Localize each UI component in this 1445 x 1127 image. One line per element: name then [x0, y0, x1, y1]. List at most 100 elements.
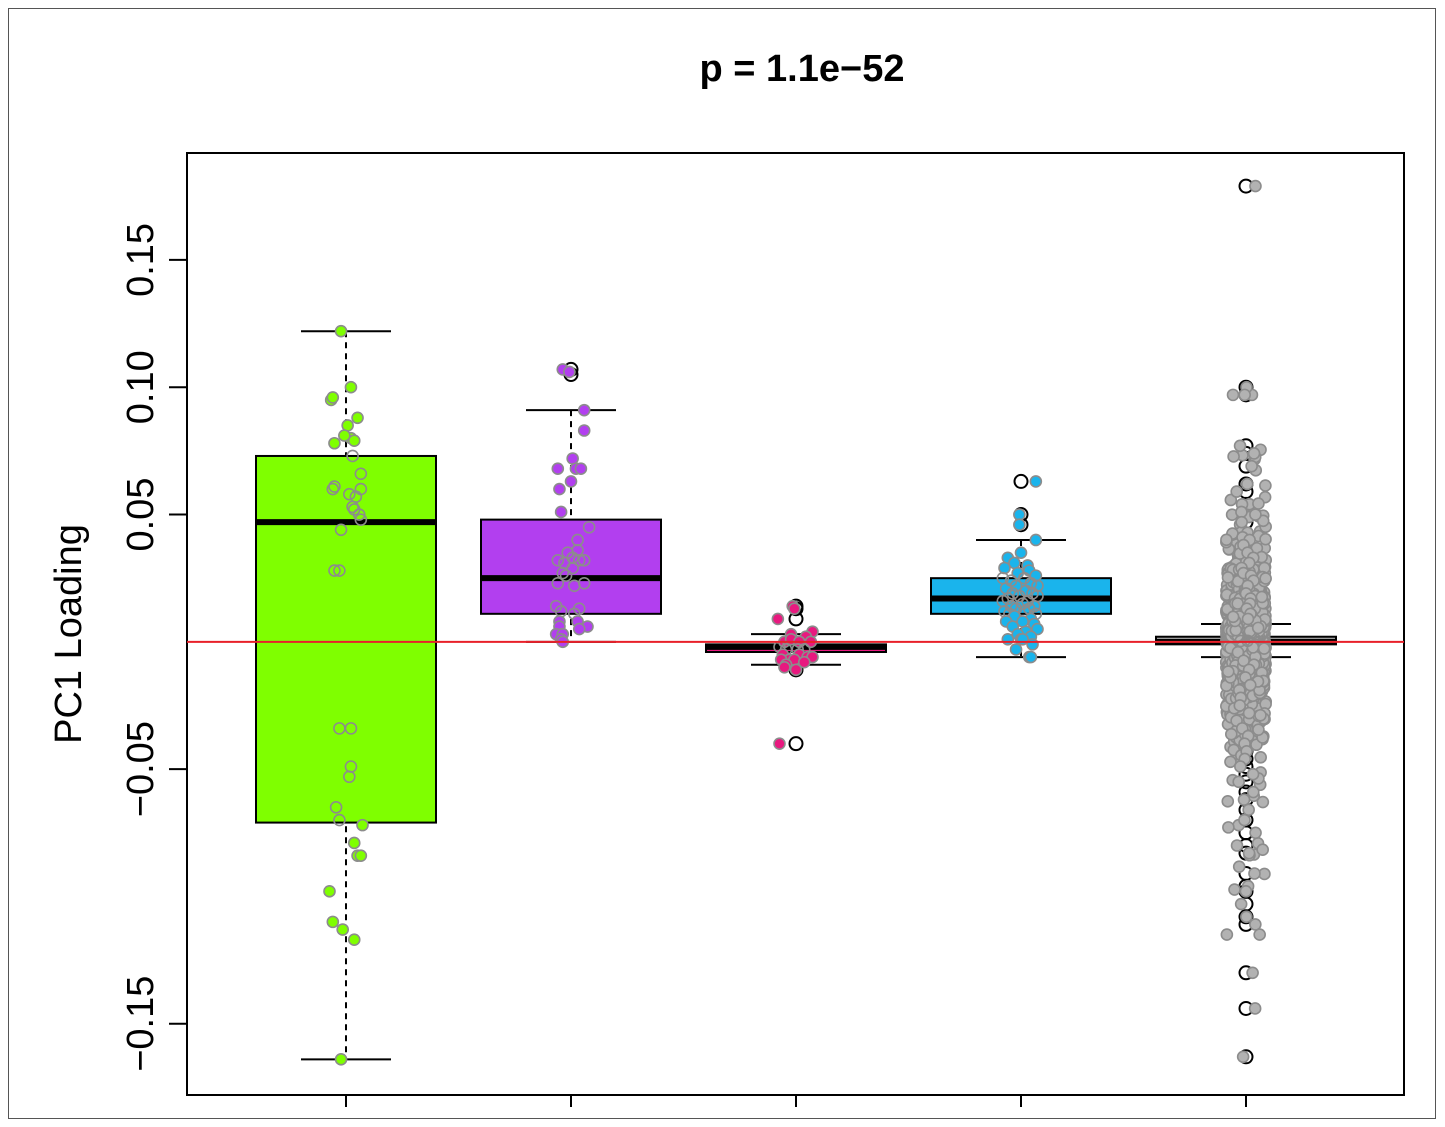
data-point	[323, 885, 336, 898]
data-point	[326, 915, 340, 929]
data-point	[551, 554, 565, 567]
data-point	[773, 737, 786, 750]
data-point	[1236, 1050, 1250, 1064]
data-point	[1256, 795, 1270, 809]
data-point	[342, 487, 356, 501]
data-point	[329, 801, 343, 814]
data-point	[797, 655, 811, 669]
data-point	[1249, 508, 1262, 521]
data-point	[1239, 885, 1253, 898]
data-point	[328, 436, 341, 450]
data-point	[551, 576, 565, 590]
data-point	[326, 482, 340, 496]
data-point	[326, 391, 340, 404]
data-point	[1238, 813, 1251, 827]
y-tick-label: −0.05	[120, 721, 162, 817]
data-point	[347, 434, 361, 447]
data-point	[572, 622, 586, 636]
data-point	[1233, 699, 1247, 712]
data-point	[564, 475, 578, 488]
data-point	[1234, 897, 1248, 911]
data-point	[342, 770, 356, 784]
data-point	[1249, 826, 1262, 840]
data-point	[1257, 642, 1271, 655]
data-point	[577, 554, 591, 567]
data-point	[566, 452, 579, 465]
data-point	[574, 462, 588, 475]
data-point	[334, 324, 348, 338]
box-group-2	[480, 361, 662, 649]
y-tick-label: −0.15	[120, 976, 162, 1072]
data-point	[1221, 571, 1235, 584]
data-point	[1246, 767, 1260, 781]
data-point	[346, 449, 359, 463]
box-group-4	[930, 473, 1112, 664]
data-point	[1241, 634, 1254, 648]
data-point	[1242, 846, 1256, 860]
data-point	[572, 554, 586, 567]
data-point	[577, 403, 591, 417]
data-point	[1220, 533, 1233, 547]
data-point	[1224, 493, 1238, 507]
data-point	[554, 505, 568, 519]
data-point	[1226, 610, 1240, 624]
data-point	[328, 564, 341, 577]
data-point	[1227, 450, 1240, 463]
data-point	[1232, 775, 1245, 789]
outlier-point	[788, 736, 804, 752]
data-point	[1013, 518, 1026, 532]
data-point	[1259, 572, 1272, 585]
data-point	[1254, 708, 1267, 722]
data-point	[1220, 928, 1234, 941]
data-point	[1259, 532, 1272, 546]
y-tick-label: 0.15	[120, 223, 162, 297]
data-point	[582, 520, 596, 534]
data-point	[354, 513, 368, 526]
plot-area: 0.15 0.10 0.05 −0.05 −0.15	[120, 152, 1405, 1107]
data-point	[1231, 597, 1244, 610]
data-point	[1237, 793, 1251, 806]
data-point	[334, 523, 348, 537]
data-point	[1251, 621, 1265, 635]
data-point	[354, 467, 368, 481]
data-point	[344, 380, 358, 394]
data-point	[1026, 638, 1039, 651]
data-point	[1014, 546, 1028, 560]
data-point	[1222, 821, 1235, 834]
data-point	[1254, 751, 1267, 764]
data-point	[1240, 477, 1254, 491]
data-point	[341, 419, 354, 432]
box-group-3	[705, 598, 887, 752]
data-point	[354, 849, 368, 862]
data-point	[1235, 505, 1248, 519]
y-tick-label: 0.05	[120, 478, 162, 552]
data-point	[571, 533, 584, 547]
data-point	[1246, 785, 1260, 799]
data-point	[1233, 439, 1247, 453]
box-group-5	[1155, 178, 1337, 1065]
data-point	[551, 462, 565, 475]
data-point	[351, 411, 364, 425]
data-point	[1249, 918, 1262, 931]
data-point	[1235, 515, 1248, 529]
data-point	[352, 508, 366, 521]
boxplot-chart: p = 1.1e−52 PC1 Loading 0.15 0.10 0.05 −0.0…	[48, 48, 1405, 1107]
data-point	[1256, 843, 1269, 857]
data-point	[1009, 643, 1023, 656]
data-point	[566, 561, 579, 575]
data-point	[1024, 650, 1038, 664]
data-point	[1221, 665, 1235, 678]
data-point	[567, 579, 581, 593]
data-point	[336, 923, 350, 936]
data-point	[1228, 883, 1241, 896]
data-point	[328, 480, 341, 493]
chart-title: p = 1.1e−52	[700, 48, 905, 90]
data-point	[1001, 632, 1015, 646]
data-point	[1253, 928, 1266, 941]
data-point	[577, 424, 591, 437]
data-point	[1246, 966, 1259, 980]
box-group-1	[255, 324, 437, 1066]
data-point	[563, 365, 576, 379]
data-point	[1247, 447, 1261, 460]
data-point	[334, 1053, 348, 1066]
